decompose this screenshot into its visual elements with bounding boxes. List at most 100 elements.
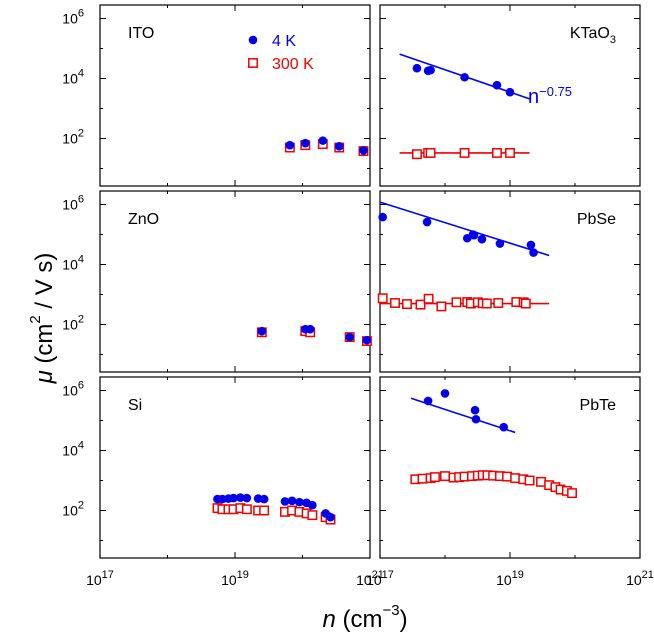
fit-line [379, 201, 550, 257]
data-point [378, 212, 387, 222]
legend-label: 300 K [272, 56, 314, 73]
legend: 4 K 300 K [248, 33, 314, 73]
power-law-annotation: n−0.75 [528, 84, 572, 108]
data-point [477, 234, 487, 244]
data-point [425, 147, 436, 158]
series-4k [257, 324, 372, 345]
panel-ito: 102 104 106 ITO [62, 4, 371, 187]
data-point [377, 293, 388, 304]
data-point [423, 293, 434, 304]
panel-si: 102 104 106 Si [62, 376, 371, 559]
data-point [529, 248, 538, 257]
data-point [285, 140, 295, 150]
data-point [334, 141, 344, 151]
data-point [460, 72, 469, 82]
data-point [259, 494, 269, 504]
data-point [429, 472, 440, 483]
data-point [426, 65, 435, 75]
data-point [295, 497, 304, 507]
x-tick-label: 1021 [626, 569, 654, 588]
data-point [422, 217, 432, 227]
data-point [423, 396, 433, 406]
y-axis-label: μ (cm2 / V s) [27, 253, 58, 385]
series-4k [423, 389, 509, 432]
x-axis-label: n (cm−3) [322, 602, 407, 633]
data-point [481, 298, 492, 309]
data-point [469, 230, 479, 240]
y-tick-label: 106 [62, 194, 84, 213]
data-point [305, 324, 315, 334]
data-point [236, 493, 245, 502]
data-point [492, 147, 502, 158]
panel-pbse: PbSe [377, 190, 641, 373]
series-4k [285, 136, 368, 155]
y-tick-label: 104 [62, 440, 84, 459]
data-point [242, 493, 252, 503]
data-point [459, 147, 470, 158]
data-point [505, 147, 515, 158]
data-point [402, 299, 412, 310]
data-point [451, 297, 462, 308]
series-4k [412, 63, 515, 97]
series-300k [411, 147, 515, 160]
y-tick-label: 104 [62, 68, 84, 87]
series-4k [213, 493, 335, 522]
y-tick-label: 106 [62, 380, 84, 399]
legend-marker [248, 58, 258, 68]
panel-label: Si [128, 397, 142, 414]
data-point [520, 298, 531, 309]
data-point [436, 301, 447, 312]
y-tick-label: 102 [62, 128, 84, 147]
data-point [411, 149, 422, 160]
y-tick-label: 102 [62, 314, 84, 333]
data-point [345, 332, 354, 342]
panel-ktao3: KTaO3 n−0.75 [379, 4, 641, 187]
panel-label: ZnO [128, 211, 159, 228]
data-point [287, 496, 297, 506]
x-tick-label: 1019 [221, 569, 249, 588]
data-point [318, 136, 328, 145]
data-point [359, 146, 368, 155]
data-point [308, 500, 317, 510]
data-point [524, 475, 535, 486]
panels: 102 104 106 ITO KTaO3 n−0.75 102 104 106 ZnO PbSe 1… [62, 4, 641, 559]
data-point [362, 335, 372, 345]
data-point [505, 87, 515, 97]
panel-zno: 102 104 106 ZnO [62, 190, 372, 373]
data-point [502, 471, 512, 482]
data-point [280, 497, 290, 506]
panel-label: PbSe [577, 211, 616, 228]
data-point [499, 422, 509, 432]
x-tick-label: 1017 [366, 569, 394, 588]
data-point [307, 510, 318, 521]
series-4k [378, 212, 538, 257]
data-point [417, 473, 428, 484]
data-point [567, 488, 577, 499]
data-point [440, 471, 450, 482]
data-point [492, 80, 502, 90]
x-tick-label: 1017 [86, 569, 114, 588]
data-point [510, 473, 521, 484]
data-point [390, 298, 400, 308]
data-point [259, 505, 270, 516]
x-tick-label: 1019 [496, 569, 524, 588]
legend-marker [248, 35, 258, 45]
data-point [471, 414, 481, 424]
y-tick-label: 106 [62, 8, 84, 27]
panel-label: ITO [128, 25, 154, 42]
panel-pbte: PbTe [379, 376, 641, 559]
data-point [470, 405, 480, 415]
series-300k [377, 293, 531, 312]
legend-label: 4 K [272, 33, 296, 50]
data-point [526, 240, 536, 250]
series-300k [212, 503, 336, 525]
data-point [493, 298, 504, 308]
y-tick-label: 102 [62, 500, 84, 519]
data-point [495, 239, 505, 248]
x-tick-label: 1021 [356, 569, 384, 588]
panel-label: KTaO3 [570, 25, 616, 46]
y-tick-label: 104 [62, 254, 84, 273]
data-point [440, 389, 450, 398]
